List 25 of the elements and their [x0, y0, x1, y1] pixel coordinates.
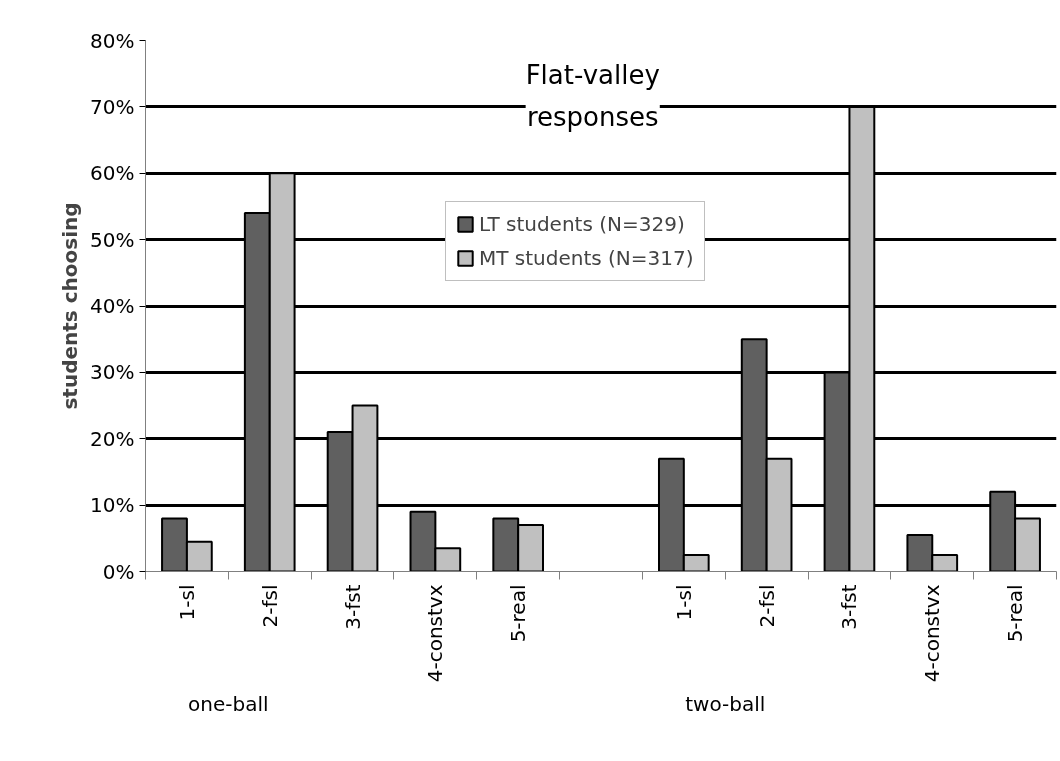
y-tick-label: 70%	[90, 94, 135, 119]
x-tick-label: 4-constvx	[423, 584, 448, 683]
x-tick-label: 5-real	[506, 584, 531, 643]
y-tick-label: 40%	[90, 294, 135, 318]
y-tick-label: 20%	[90, 426, 135, 451]
x-tick-label: 3-fst	[837, 584, 862, 630]
y-tick-label: 10%	[90, 493, 135, 518]
x-tick-label: 1-sl	[174, 584, 199, 621]
x-tick-label: 4-constvx	[920, 584, 945, 683]
y-tick-label: 80%	[90, 28, 135, 53]
text: one-ball	[188, 691, 269, 716]
x-tick-label: 5-real	[1003, 584, 1028, 643]
x-tick-label: 3-fst	[340, 584, 365, 630]
legend-label: MT students (N=317)	[479, 246, 694, 270]
text: Flat-valley responses	[525, 60, 660, 133]
text: two-ball	[685, 691, 766, 716]
y-tick-label: 60%	[90, 161, 135, 186]
x-tick-label: 2-fsl	[754, 584, 779, 628]
y-axis-title: students choosing	[58, 202, 83, 410]
legend-label: LT students (N=329)	[479, 212, 685, 236]
x-tick-label: 2-fsl	[257, 584, 282, 628]
y-tick-label: 0%	[102, 559, 135, 584]
x-tick-label: 1-sl	[671, 584, 696, 621]
y-tick-label: 50%	[90, 227, 135, 252]
y-tick-label: 30%	[90, 360, 135, 385]
